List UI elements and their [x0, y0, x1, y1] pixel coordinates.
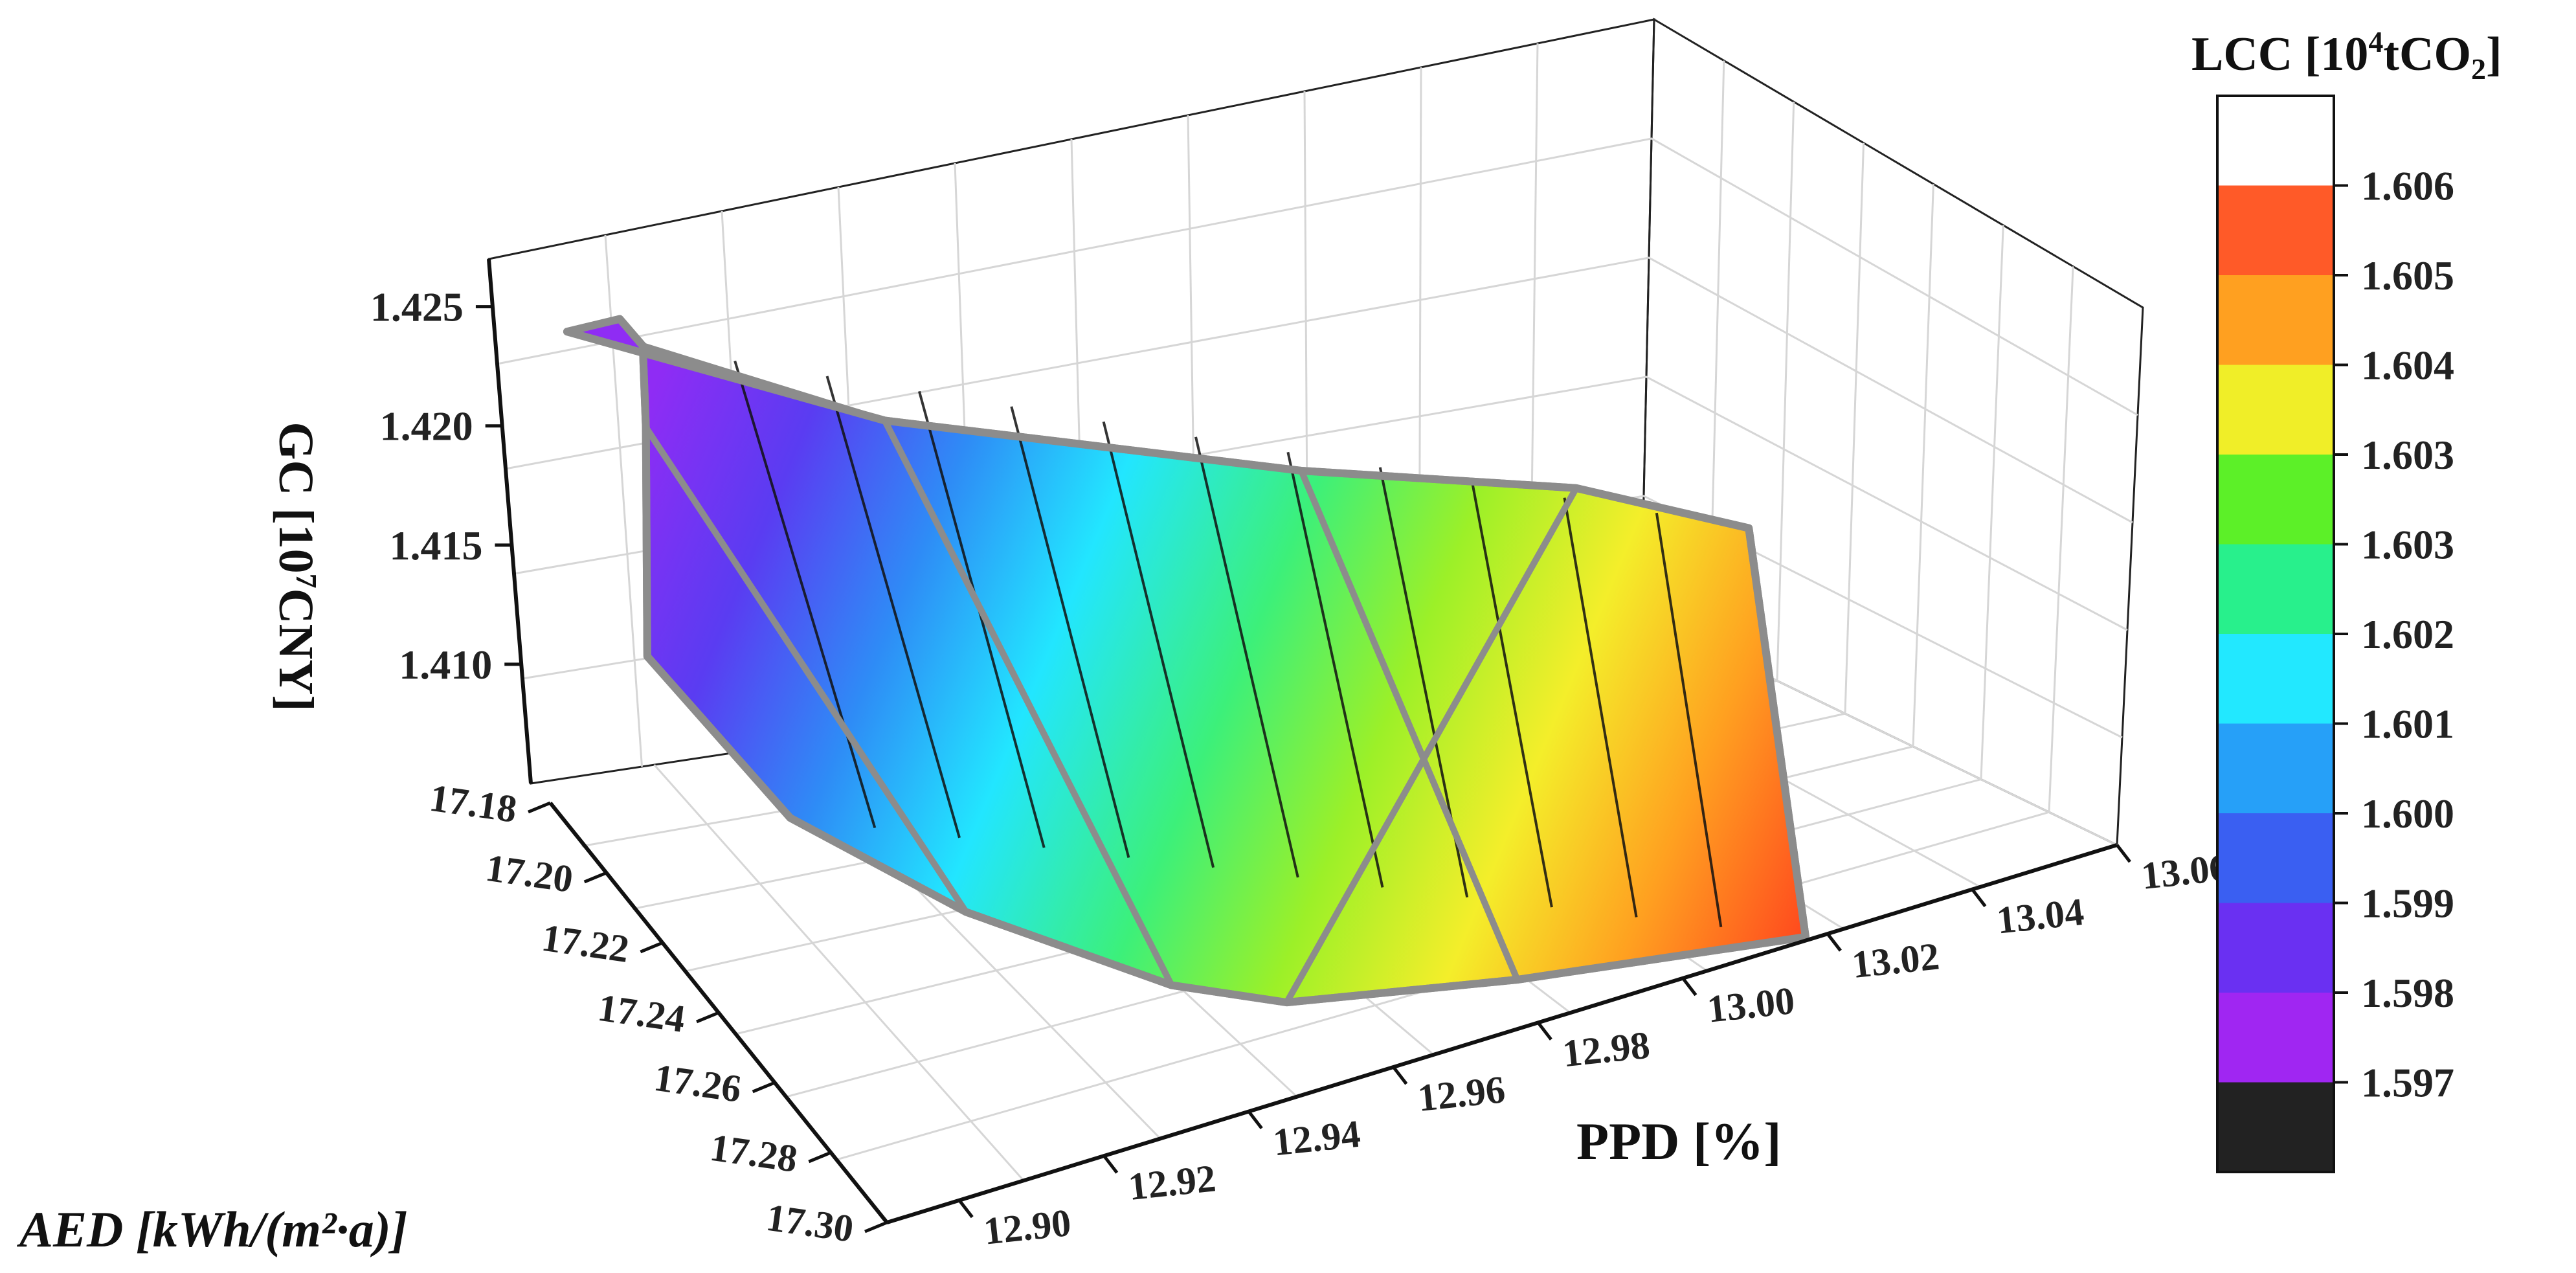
x-tick	[528, 801, 551, 814]
colorbar-cell	[2217, 365, 2334, 455]
z-axis-title: GC [107CNY]	[269, 422, 323, 711]
z-tick-label: 1.415	[389, 523, 482, 569]
x-tick-label: 17.28	[708, 1126, 800, 1180]
y-tick	[2116, 844, 2131, 863]
colorbar-label: 1.597	[2361, 1060, 2454, 1106]
mesh-line	[1298, 469, 1521, 981]
grid-line	[1912, 184, 1934, 747]
y-tick	[1536, 1021, 1552, 1041]
x-tick-label: 17.30	[764, 1196, 857, 1250]
y-axis-line	[886, 843, 2118, 1224]
colorbar-cell	[2217, 544, 2334, 634]
y-tick-label: 13.00	[1705, 979, 1797, 1031]
contour-line	[1563, 497, 1638, 918]
y-tick	[1247, 1110, 1263, 1130]
colorbar-label: 1.598	[2361, 970, 2454, 1016]
y-tick-label: 12.90	[981, 1201, 1073, 1253]
grid-line	[1980, 225, 2004, 780]
y-tick-label: 12.96	[1416, 1068, 1507, 1120]
x-tick	[640, 941, 664, 954]
x-tick-label: 17.24	[596, 986, 688, 1041]
x-tick-label: 17.18	[427, 776, 520, 831]
colorbar-label: 1.604	[2361, 343, 2454, 389]
z-tick-label: 1.420	[380, 403, 473, 449]
colorbar-cell	[2217, 993, 2334, 1083]
x-tick-label: 17.26	[651, 1056, 744, 1110]
contour-line	[1194, 436, 1299, 878]
z-tick-label: 1.425	[370, 284, 464, 330]
contour-line	[1102, 421, 1215, 868]
y-tick	[958, 1199, 974, 1219]
grid-line	[2048, 266, 2074, 813]
colorbar-label: 1.605	[2361, 253, 2454, 299]
floor-grid-line	[653, 764, 1025, 1182]
y-tick-label: 13.04	[1995, 890, 2086, 942]
grid-line	[1776, 102, 1795, 681]
contour-line	[1286, 451, 1384, 888]
colorbar-cell	[2217, 723, 2334, 813]
colorbar-label: 1.602	[2361, 611, 2454, 657]
colorbar-cell	[2217, 275, 2334, 365]
surface-outline	[563, 315, 1810, 1007]
colorbar-cell	[2217, 96, 2334, 186]
y-tick-label: 13.06	[2139, 846, 2230, 897]
axes: 1.410 1.415 1.420 1.425 17.18 17.20 17.22 17.24…	[370, 258, 2231, 1253]
contour-line	[1655, 512, 1723, 928]
grid-line	[505, 256, 2133, 524]
colorbar-label: 1.603	[2361, 432, 2454, 478]
mesh-line	[882, 419, 1175, 987]
grid-line	[1844, 142, 1865, 714]
surface	[563, 315, 1810, 1007]
x-tick-label: 17.20	[483, 846, 576, 901]
y-axis-title: PPD [%]	[1576, 1112, 1782, 1171]
x-tick	[864, 1221, 888, 1234]
contour-line	[825, 376, 961, 839]
mesh-line	[1284, 486, 1580, 1004]
y-tick	[1103, 1155, 1119, 1174]
x-tick	[583, 871, 607, 884]
z-axis-line	[487, 258, 533, 784]
x-tick-label: 17.22	[539, 916, 632, 971]
y-tick	[1971, 888, 1987, 908]
colorbar: 1.606 1.605 1.604 1.603 1.603 1.602 1.601 1.600…	[2216, 95, 2454, 1173]
y-tick-label: 12.98	[1560, 1024, 1652, 1076]
grid-line	[604, 234, 643, 767]
colorbar-label: 1.603	[2361, 522, 2454, 568]
colorbar-label: 1.606	[2361, 163, 2454, 209]
y-tick-label: 12.92	[1126, 1156, 1218, 1208]
colorbar-cell	[2217, 455, 2334, 545]
colorbar-label: 1.600	[2361, 791, 2454, 837]
colorbar-cell	[2217, 903, 2334, 993]
y-tick	[1826, 932, 1842, 952]
y-tick	[1681, 977, 1697, 997]
contour-line	[734, 360, 877, 829]
colorbar-title: LCC [104tCO2]	[2191, 25, 2502, 85]
grid-line	[497, 137, 2138, 416]
mesh-line	[643, 425, 969, 914]
colorbar-cell	[2217, 1082, 2334, 1172]
y-tick-label: 12.94	[1271, 1112, 1362, 1164]
colorbar-cell	[2217, 185, 2334, 275]
y-tick	[1392, 1066, 1408, 1085]
y-tick-label: 13.02	[1850, 934, 1941, 986]
colorbar-cell	[2217, 634, 2334, 724]
colorbar-label: 1.599	[2361, 881, 2454, 927]
colorbar-label: 1.601	[2361, 701, 2454, 747]
contour-line	[1471, 482, 1553, 908]
contour-line	[1010, 406, 1130, 858]
x-axis-title: AED [kWh/(m²·a)]	[16, 1201, 408, 1257]
x-tick	[808, 1151, 832, 1164]
contour-line	[917, 390, 1046, 848]
z-tick-label: 1.410	[399, 642, 492, 688]
x-tick	[696, 1011, 719, 1024]
x-tick	[752, 1081, 776, 1094]
colorbar-cell	[2217, 813, 2334, 903]
